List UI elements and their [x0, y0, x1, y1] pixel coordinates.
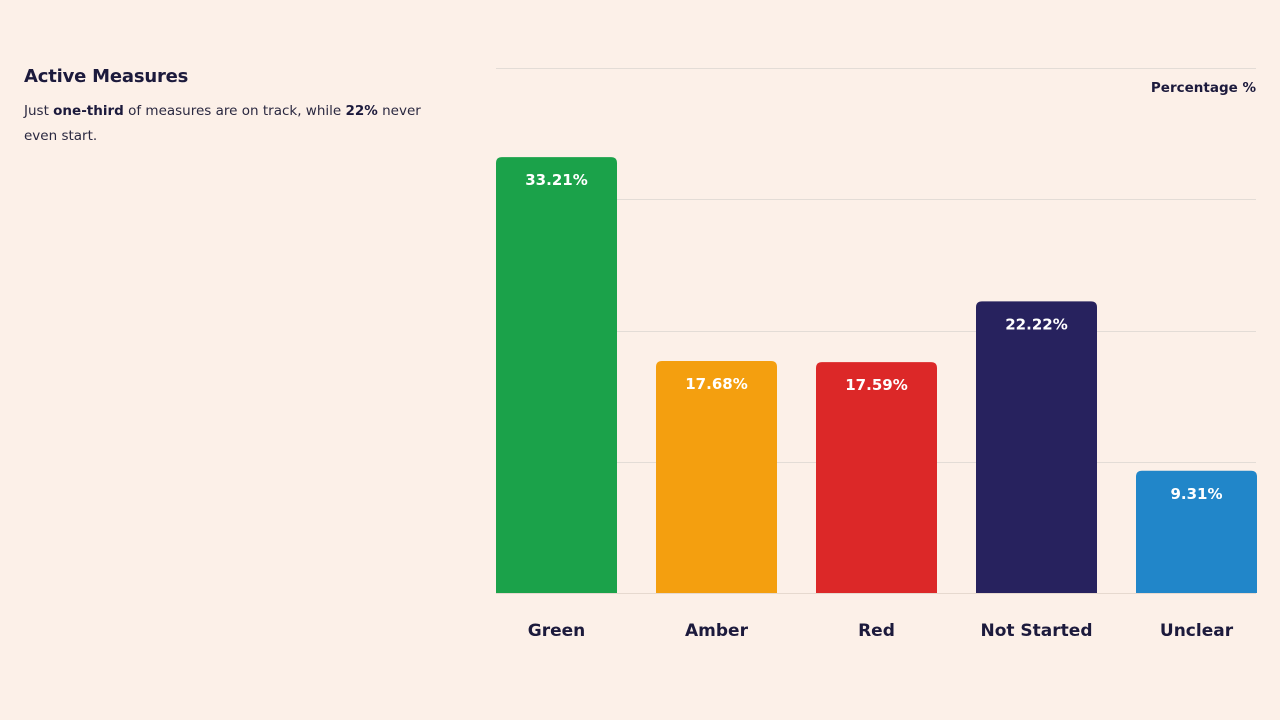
x-tick-label: Unclear — [1160, 621, 1234, 641]
data-label: 17.59% — [845, 376, 907, 394]
chart-description: Just one-third of measures are on track,… — [24, 99, 444, 149]
description-text-2: of measures are on track, while — [123, 103, 346, 119]
x-tick-label: Green — [528, 621, 586, 641]
description-text-1: Just — [24, 103, 54, 119]
data-label: 22.22% — [1005, 315, 1067, 333]
x-tick-label: Red — [858, 621, 895, 641]
bar-not-started — [976, 301, 1097, 593]
data-label: 9.31% — [1170, 485, 1222, 503]
data-label: 33.21% — [525, 171, 587, 189]
description-text-3: never even start. — [24, 103, 421, 144]
y-unit-label: Percentage % — [1150, 80, 1256, 96]
intro-panel: Active Measures Just one-third of measur… — [24, 66, 444, 149]
description-highlight-2: 22% — [345, 103, 378, 119]
bar-green — [496, 157, 617, 593]
chart-title: Active Measures — [24, 66, 189, 87]
x-tick-label: Amber — [685, 621, 749, 641]
bar-amber — [656, 360, 777, 593]
bar-red — [816, 362, 937, 593]
description-highlight-1: one-third — [53, 103, 124, 119]
x-tick-label: Not Started — [980, 621, 1092, 641]
bar-unclear — [1136, 470, 1257, 593]
data-label: 17.68% — [685, 375, 747, 393]
